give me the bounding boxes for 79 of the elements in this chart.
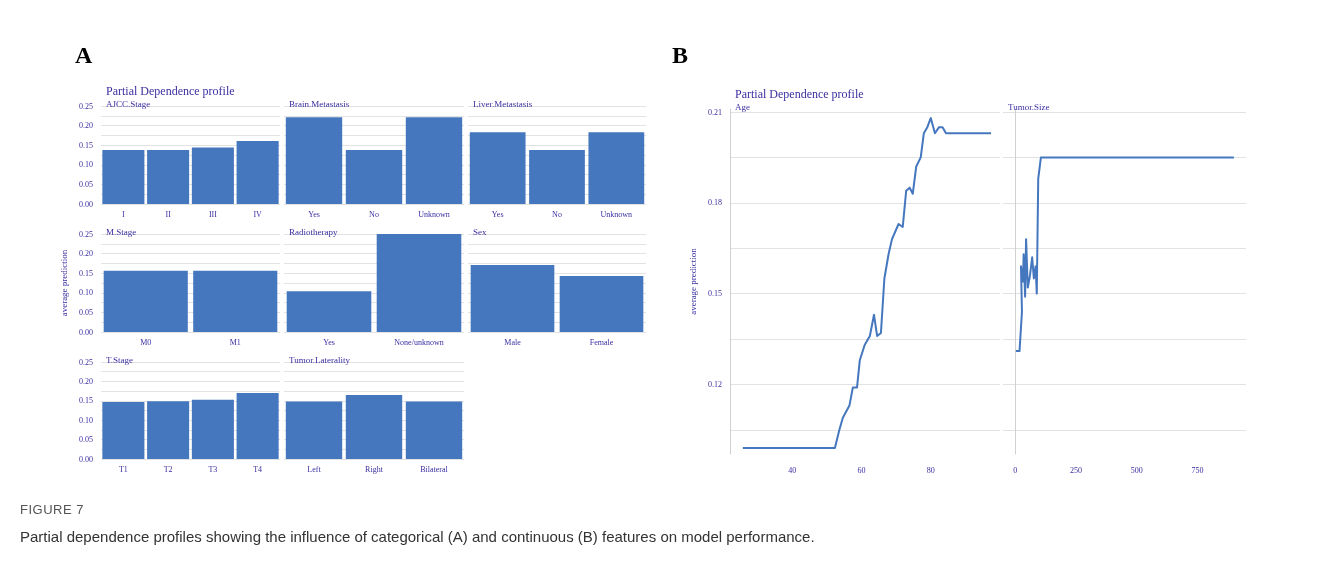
y-tick-label: 0.15 <box>708 289 722 299</box>
bar <box>191 147 234 204</box>
x-tick-label: Unknown <box>418 209 450 219</box>
bar <box>236 393 279 459</box>
y-tick-label: 0.21 <box>708 107 722 117</box>
x-tick-label: Yes <box>323 337 335 347</box>
bar <box>147 149 190 204</box>
x-tick-label: Yes <box>308 209 320 219</box>
bar <box>191 399 234 459</box>
y-axis-title: average prediction <box>58 249 69 317</box>
chart-subtitle: Liver.Metastasis <box>473 98 533 109</box>
chart-subtitle: Radiotherapy <box>289 226 338 237</box>
chart-title: Partial Dependence profile <box>735 87 864 101</box>
x-tick-label: Yes <box>491 209 504 219</box>
bar <box>236 140 279 204</box>
y-tick-label: 0.10 <box>79 415 93 425</box>
x-tick-label: III <box>208 209 218 219</box>
x-tick-label: None/unknown <box>394 337 444 347</box>
y-axis-title: average prediction <box>687 247 698 315</box>
y-tick-label: 0.05 <box>79 179 93 189</box>
y-tick-label: 0.10 <box>79 288 93 298</box>
y-tick-label: 0.25 <box>79 229 93 239</box>
x-tick-label: 250 <box>1069 465 1082 475</box>
x-tick-label: M0 <box>140 337 152 347</box>
y-tick-label: 0.20 <box>79 249 93 259</box>
x-tick-label: I <box>122 209 126 219</box>
y-tick-label: 0.15 <box>79 140 93 150</box>
x-tick-label: M1 <box>229 337 241 347</box>
caption: FIGURE 7 <box>20 502 84 517</box>
x-tick-label: 0 <box>1013 465 1018 475</box>
y-tick-label: 0.25 <box>79 101 93 111</box>
chart-subtitle: Sex <box>473 226 487 237</box>
y-tick-label: 0.18 <box>708 198 722 208</box>
x-tick-label: Left <box>307 464 322 474</box>
x-tick-label: 500 <box>1130 465 1143 475</box>
y-tick-label: 0.12 <box>708 379 722 389</box>
y-tick-label: 0.05 <box>79 307 93 317</box>
bar <box>147 401 190 459</box>
chart-subtitle: T.Stage <box>106 354 134 365</box>
line-series <box>741 117 992 449</box>
chart-subtitle: AJCC.Stage <box>106 98 151 109</box>
y-tick-label: 0.20 <box>79 376 93 386</box>
x-tick-label: 750 <box>1191 465 1204 475</box>
y-tick-label: 0.20 <box>79 121 93 131</box>
x-tick-label: Male <box>504 337 522 347</box>
y-tick-label: 0.15 <box>79 396 93 406</box>
x-tick-label: Right <box>365 464 384 474</box>
bar <box>102 401 145 459</box>
x-tick-label: T3 <box>208 464 218 474</box>
x-tick-label: II <box>165 209 172 219</box>
x-tick-label: 80 <box>926 465 935 475</box>
y-tick-label: 0.15 <box>79 268 93 278</box>
chart-title: Partial Dependence profile <box>106 84 235 98</box>
x-tick-label: Female <box>589 337 614 347</box>
y-tick-label: 0.05 <box>79 435 93 445</box>
x-tick-label: IV <box>253 209 263 219</box>
y-tick-label: 0.00 <box>79 454 93 464</box>
y-tick-label: 0.00 <box>79 199 93 209</box>
x-tick-label: T2 <box>163 464 173 474</box>
chart-subtitle: Tumor.Size <box>1008 101 1050 112</box>
bar <box>102 149 145 204</box>
x-tick-label: 60 <box>857 465 866 475</box>
x-tick-label: T1 <box>118 464 128 474</box>
text: B <box>672 42 689 69</box>
y-tick-label: 0.10 <box>79 160 93 170</box>
x-tick-label: No <box>369 209 379 219</box>
chart-subtitle: M.Stage <box>106 226 137 237</box>
x-tick-label: Bilateral <box>420 464 449 474</box>
x-tick-label: No <box>552 209 562 219</box>
x-tick-label: T4 <box>253 464 263 474</box>
y-tick-label: 0.25 <box>79 357 93 367</box>
y-tick-label: 0.00 <box>79 327 93 337</box>
chart-subtitle: Age <box>735 101 750 112</box>
chart-subtitle: Tumor.Laterality <box>289 354 351 365</box>
text: A <box>75 42 93 69</box>
x-tick-label: Unknown <box>600 209 633 219</box>
x-tick-label: 40 <box>788 465 797 475</box>
text: Partial dependence profiles showing the influence of categorical (A) and continuous (B) features on model performance. <box>20 528 815 545</box>
chart-subtitle: Brain.Metastasis <box>289 98 350 109</box>
